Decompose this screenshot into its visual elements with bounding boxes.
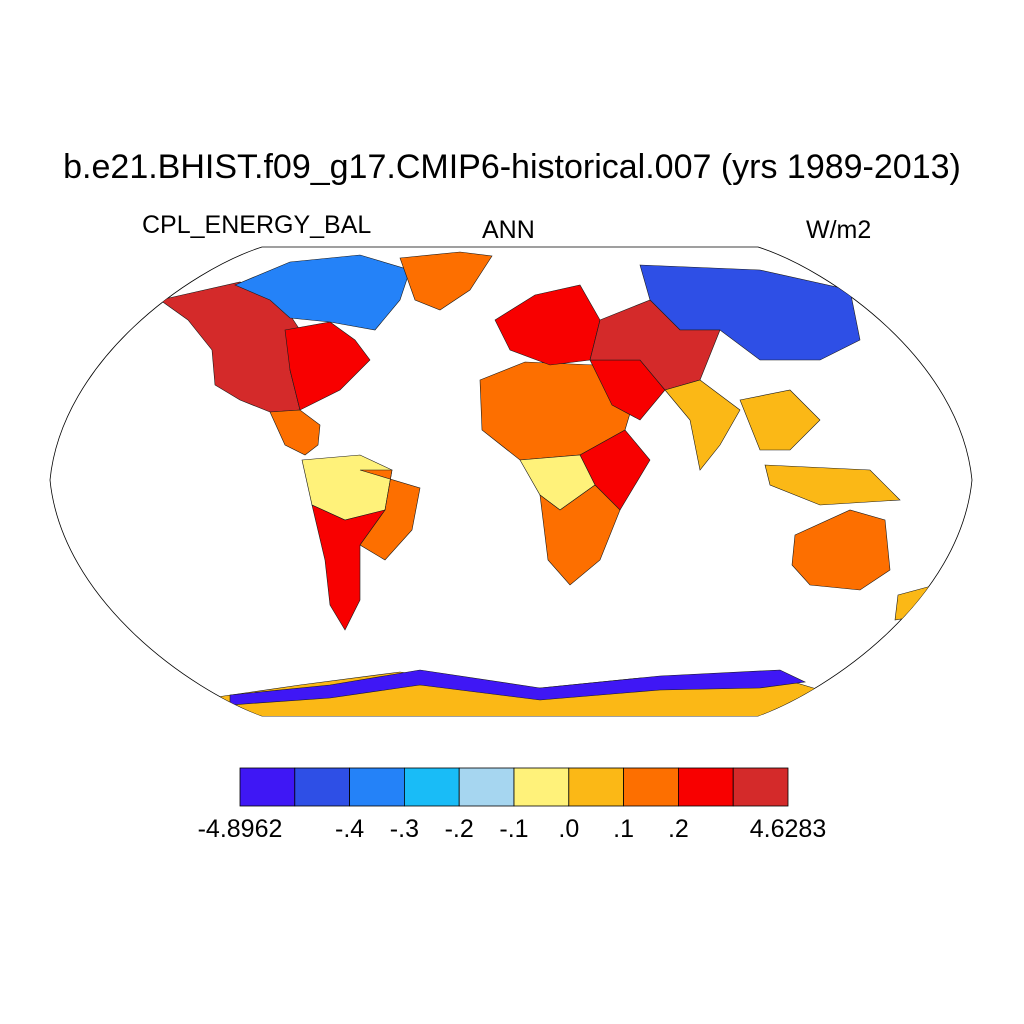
colorbar-box (513, 767, 570, 807)
colorbar-label: -4.8962 (197, 815, 283, 843)
region-south-america-south (311, 504, 386, 631)
colorbar-label: .2 (667, 815, 689, 843)
colorbar-box (239, 767, 296, 807)
colorbar-box (678, 767, 734, 807)
plot-title: b.e21.BHIST.f09_g17.CMIP6-historical.007… (63, 148, 961, 186)
colorbar-label: -.4 (335, 815, 365, 843)
region-central-america (269, 409, 321, 456)
colorbar-box (403, 767, 460, 807)
colorbar-label: -.3 (389, 815, 419, 843)
region-antarctica-coast (229, 669, 807, 706)
colorbar-label: .1 (613, 815, 635, 843)
colorbar-box (568, 767, 624, 807)
colorbar-box (349, 767, 405, 807)
colorbar-label: .0 (558, 815, 580, 843)
colorbar-box (623, 767, 679, 807)
colorbar-box (294, 767, 350, 807)
units-label: W/m2 (806, 216, 872, 244)
region-south-america-east (359, 469, 421, 561)
season-label: ANN (482, 216, 535, 244)
region-southeast-asia (739, 389, 821, 451)
colorbar-box (732, 767, 789, 807)
colorbar-label: -.2 (444, 815, 474, 843)
colorbar-label: -.1 (499, 815, 529, 843)
region-canada-arctic (234, 254, 411, 331)
colorbar-label: 4.6283 (749, 815, 827, 843)
region-indonesia (764, 464, 901, 506)
region-india (664, 379, 741, 471)
colorbar-box (458, 767, 515, 807)
region-africa-south (539, 484, 621, 586)
region-greenland (399, 251, 493, 311)
variable-label: CPL_ENERGY_BAL (142, 211, 372, 239)
region-australia (791, 509, 891, 591)
region-north-america-east (284, 321, 371, 411)
